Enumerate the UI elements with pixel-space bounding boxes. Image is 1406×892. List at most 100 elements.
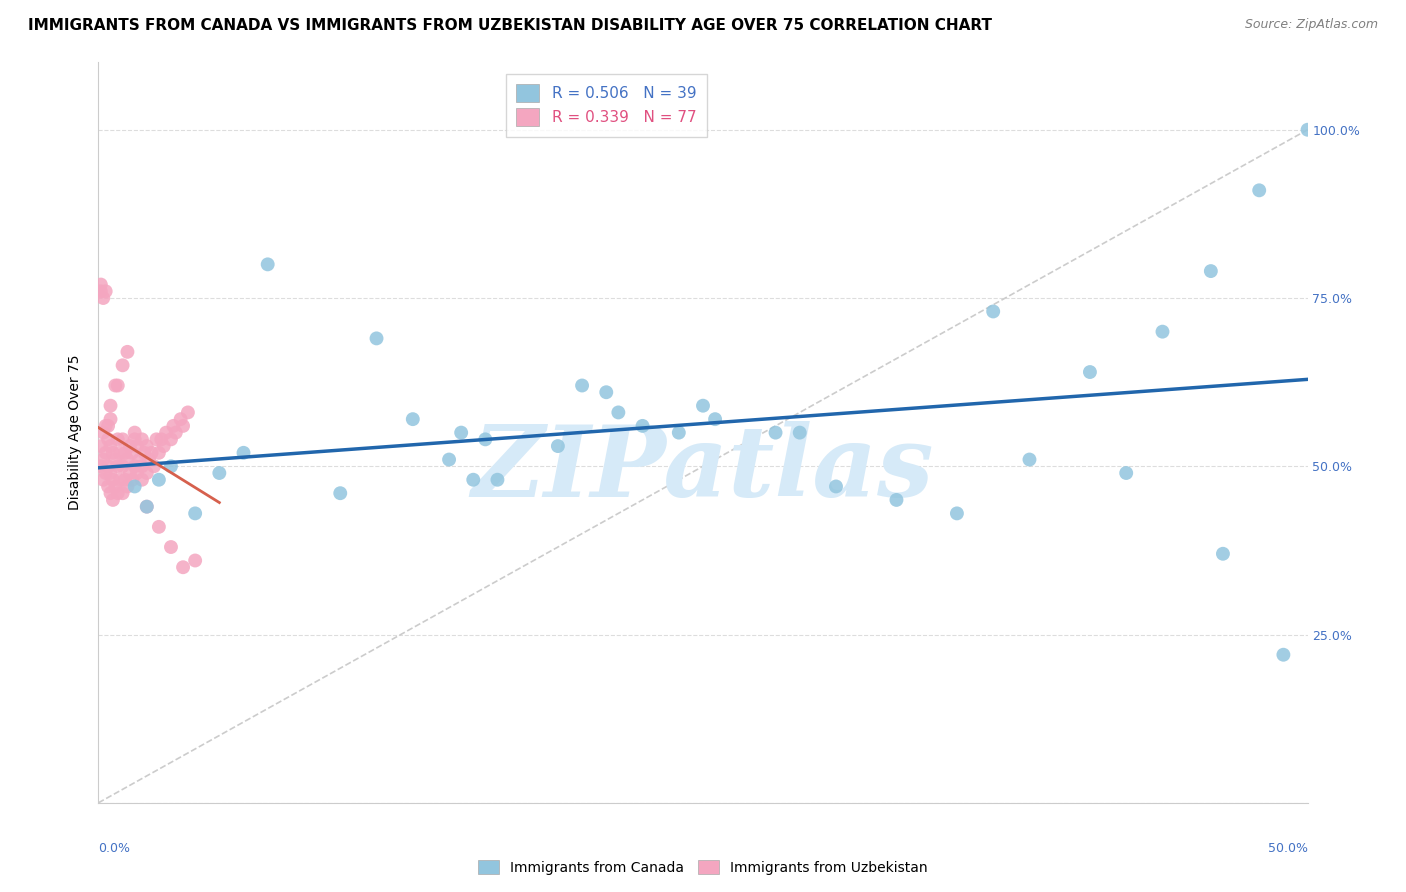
Point (90, 439, 112, 453)
Point (104, 378, 127, 392)
Point (100, 486, 122, 500)
Text: Source: ZipAtlas.com: Source: ZipAtlas.com (1244, 18, 1378, 31)
Point (329, 486, 352, 500)
Point (232, 446, 254, 460)
Point (91, 473, 114, 487)
Point (134, 446, 156, 460)
Point (135, 466, 157, 480)
Point (165, 425, 187, 440)
Point (135, 500, 157, 514)
Point (825, 479, 848, 493)
Point (91, 452, 114, 467)
Point (107, 486, 129, 500)
Point (124, 479, 146, 493)
Point (607, 405, 630, 419)
Point (104, 452, 127, 467)
Point (765, 425, 787, 440)
Point (114, 446, 136, 460)
Point (94, 466, 117, 480)
Point (172, 560, 194, 574)
Point (1199, 264, 1222, 278)
Point (91, 291, 114, 305)
Point (97, 459, 120, 474)
Point (946, 507, 969, 521)
Point (595, 385, 617, 400)
Point (124, 459, 146, 474)
Point (124, 425, 146, 440)
Point (547, 439, 569, 453)
Point (474, 433, 496, 447)
Point (135, 439, 157, 453)
Point (184, 507, 207, 521)
Point (160, 540, 183, 554)
Point (1272, 648, 1295, 662)
Point (104, 479, 127, 493)
Point (148, 473, 170, 487)
Point (1018, 452, 1040, 467)
Point (1296, 122, 1319, 136)
Point (131, 433, 153, 447)
Point (148, 446, 170, 460)
Point (101, 492, 124, 507)
Point (97, 479, 120, 493)
Point (118, 466, 141, 480)
Point (145, 433, 167, 447)
Point (101, 446, 124, 460)
Point (94, 418, 117, 433)
Point (463, 473, 485, 487)
Point (402, 412, 425, 426)
Point (100, 439, 122, 453)
Point (208, 466, 231, 480)
Point (789, 425, 811, 440)
Point (90, 459, 112, 474)
Legend: R = 0.506   N = 39, R = 0.339   N = 77: R = 0.506 N = 39, R = 0.339 N = 77 (506, 74, 707, 136)
Point (100, 466, 122, 480)
Point (94, 446, 117, 460)
Point (486, 473, 509, 487)
Point (121, 446, 143, 460)
Point (704, 412, 727, 426)
Point (155, 425, 177, 440)
Point (118, 439, 141, 453)
Point (131, 459, 153, 474)
Point (128, 452, 150, 467)
Point (108, 446, 131, 460)
Point (138, 452, 160, 467)
Text: IMMIGRANTS FROM CANADA VS IMMIGRANTS FROM UZBEKISTAN DISABILITY AGE OVER 75 CORR: IMMIGRANTS FROM CANADA VS IMMIGRANTS FRO… (28, 18, 993, 33)
Legend: Immigrants from Canada, Immigrants from Uzbekistan: Immigrants from Canada, Immigrants from … (472, 855, 934, 880)
Point (256, 257, 278, 271)
Point (107, 378, 129, 392)
Point (1212, 547, 1234, 561)
Point (107, 459, 129, 474)
Point (981, 304, 1004, 318)
Point (117, 344, 139, 359)
Y-axis label: Disability Age Over 75: Disability Age Over 75 (69, 355, 83, 510)
Point (90, 285, 112, 299)
Text: 0.0%: 0.0% (98, 842, 131, 855)
Point (100, 412, 122, 426)
Point (1249, 183, 1271, 197)
Point (131, 473, 153, 487)
Point (97, 418, 120, 433)
Point (141, 446, 163, 460)
Point (886, 492, 908, 507)
Point (117, 452, 139, 467)
Point (117, 479, 139, 493)
Point (111, 359, 134, 373)
Point (152, 439, 174, 453)
Point (111, 433, 134, 447)
Point (135, 500, 157, 514)
Point (184, 553, 207, 567)
Point (437, 452, 460, 467)
Point (94, 285, 117, 299)
Point (127, 466, 149, 480)
Point (169, 412, 191, 426)
Text: 50.0%: 50.0% (1268, 842, 1308, 855)
Point (100, 399, 122, 413)
Point (101, 473, 124, 487)
Point (692, 399, 714, 413)
Point (366, 331, 388, 345)
Point (172, 418, 194, 433)
Point (177, 405, 200, 419)
Point (160, 433, 183, 447)
